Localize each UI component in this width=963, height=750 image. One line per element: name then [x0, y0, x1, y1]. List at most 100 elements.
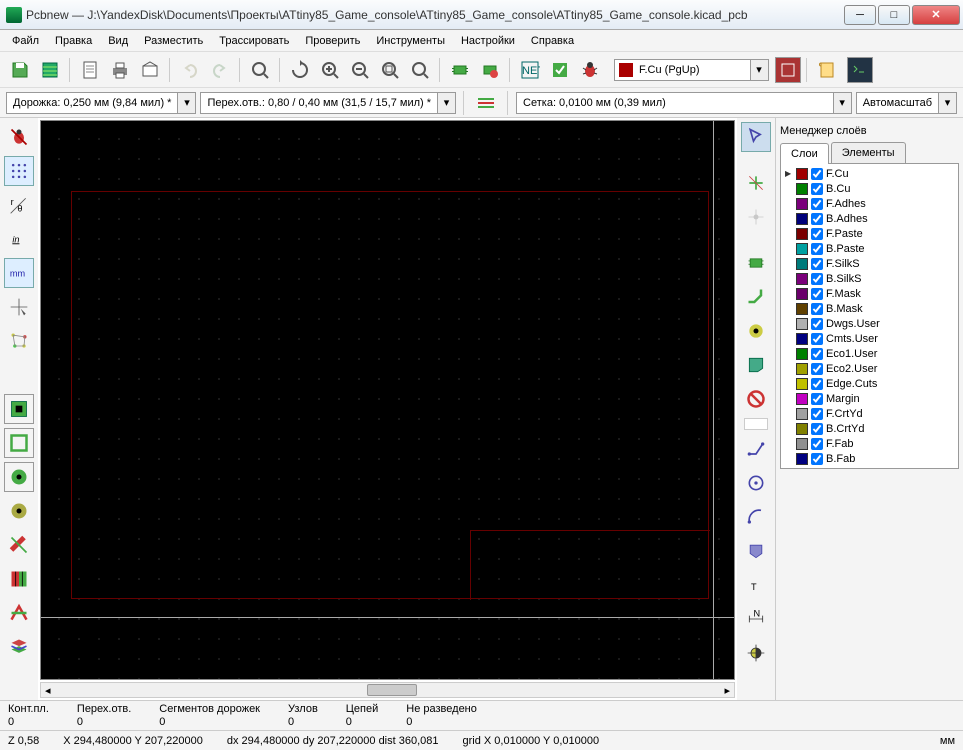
- add-footprint-icon[interactable]: [741, 248, 771, 278]
- draw-line-icon[interactable]: [741, 434, 771, 464]
- layer-checkbox[interactable]: [811, 423, 823, 435]
- ratsnest-icon[interactable]: [4, 326, 34, 356]
- draw-polygon-icon[interactable]: [741, 536, 771, 566]
- console-icon[interactable]: [847, 57, 873, 83]
- menu-route[interactable]: Трассировать: [211, 32, 297, 50]
- zoom-selection-icon[interactable]: [406, 56, 434, 84]
- close-button[interactable]: ✕: [912, 5, 960, 25]
- grid-icon[interactable]: [4, 156, 34, 186]
- page-settings-icon[interactable]: [76, 56, 104, 84]
- layer-checkbox[interactable]: [811, 363, 823, 375]
- polar-coords-icon[interactable]: rθ: [4, 190, 34, 220]
- add-via-icon[interactable]: [741, 316, 771, 346]
- dropdown-icon[interactable]: ▾: [750, 60, 768, 80]
- layer-checkbox[interactable]: [811, 168, 823, 180]
- track-width-combo[interactable]: Дорожка: 0,250 мм (9,84 мил) *▾: [6, 92, 196, 114]
- footprint-icon[interactable]: [446, 56, 474, 84]
- select-icon[interactable]: [741, 122, 771, 152]
- layer-row[interactable]: F.Mask: [783, 286, 956, 301]
- layer-checkbox[interactable]: [811, 393, 823, 405]
- rotate-icon[interactable]: [286, 56, 314, 84]
- layer-row[interactable]: Margin: [783, 391, 956, 406]
- menu-view[interactable]: Вид: [100, 32, 136, 50]
- draw-circle-icon[interactable]: [741, 468, 771, 498]
- units-in-icon[interactable]: in: [4, 224, 34, 254]
- menu-edit[interactable]: Правка: [47, 32, 100, 50]
- layer-row[interactable]: F.Paste: [783, 226, 956, 241]
- layer-checkbox[interactable]: [811, 258, 823, 270]
- layer-checkbox[interactable]: [811, 288, 823, 300]
- layer-checkbox[interactable]: [811, 213, 823, 225]
- h-scrollbar[interactable]: ◂▸: [40, 682, 735, 698]
- zoom-out-icon[interactable]: [346, 56, 374, 84]
- menu-help[interactable]: Справка: [523, 32, 582, 50]
- units-mm-icon[interactable]: mm: [4, 258, 34, 288]
- maximize-button[interactable]: □: [878, 5, 910, 25]
- zone-outline-icon[interactable]: [4, 428, 34, 458]
- layer-row[interactable]: B.Paste: [783, 241, 956, 256]
- footprint-editor-icon[interactable]: [476, 56, 504, 84]
- layer-selector[interactable]: F.Cu (PgUp) ▾: [614, 59, 769, 81]
- contrast-icon[interactable]: [4, 564, 34, 594]
- redo-icon[interactable]: [206, 56, 234, 84]
- via-size-combo[interactable]: Перех.отв.: 0,80 / 0,40 мм (31,5 / 15,7 …: [200, 92, 456, 114]
- layer-checkbox[interactable]: [811, 243, 823, 255]
- layer-checkbox[interactable]: [811, 378, 823, 390]
- tab-layers[interactable]: Слои: [780, 143, 829, 164]
- add-keepout-icon[interactable]: [741, 384, 771, 414]
- add-text-icon[interactable]: T: [741, 570, 771, 600]
- layer-row[interactable]: B.Cu: [783, 181, 956, 196]
- netlist-icon[interactable]: NET: [516, 56, 544, 84]
- layer-checkbox[interactable]: [811, 348, 823, 360]
- layer-row[interactable]: Edge.Cuts: [783, 376, 956, 391]
- track-fill-icon[interactable]: [4, 530, 34, 560]
- highlight-net-icon[interactable]: [741, 168, 771, 198]
- set-origin-icon[interactable]: [741, 638, 771, 668]
- zoom-combo[interactable]: Автомасштаб▾: [856, 92, 957, 114]
- layer-pair-icon[interactable]: [775, 57, 801, 83]
- layer-checkbox[interactable]: [811, 318, 823, 330]
- layer-row[interactable]: Cmts.User: [783, 331, 956, 346]
- draw-arc-icon[interactable]: [741, 502, 771, 532]
- layer-row[interactable]: F.CrtYd: [783, 406, 956, 421]
- menu-prefs[interactable]: Настройки: [453, 32, 523, 50]
- script-icon[interactable]: [813, 56, 841, 84]
- layer-checkbox[interactable]: [811, 303, 823, 315]
- layer-row[interactable]: B.Adhes: [783, 211, 956, 226]
- layer-row[interactable]: F.Adhes: [783, 196, 956, 211]
- minimize-button[interactable]: ─: [844, 5, 876, 25]
- drc-off-icon[interactable]: [4, 122, 34, 152]
- undo-icon[interactable]: [176, 56, 204, 84]
- zoom-redraw-icon[interactable]: [246, 56, 274, 84]
- layer-checkbox[interactable]: [811, 438, 823, 450]
- layer-row[interactable]: B.CrtYd: [783, 421, 956, 436]
- layer-row[interactable]: F.SilkS: [783, 256, 956, 271]
- via-fill-icon[interactable]: [4, 496, 34, 526]
- bug-icon[interactable]: [576, 56, 604, 84]
- local-ratsnest-icon[interactable]: [741, 202, 771, 232]
- layer-row[interactable]: B.SilkS: [783, 271, 956, 286]
- track-via-icon[interactable]: [472, 89, 500, 117]
- mode-icon[interactable]: [4, 598, 34, 628]
- layer-checkbox[interactable]: [811, 183, 823, 195]
- save-icon[interactable]: [6, 56, 34, 84]
- layers-icon[interactable]: [4, 632, 34, 662]
- layer-row[interactable]: F.Fab: [783, 436, 956, 451]
- menu-tools[interactable]: Инструменты: [368, 32, 453, 50]
- layer-checkbox[interactable]: [811, 333, 823, 345]
- menu-file[interactable]: Файл: [4, 32, 47, 50]
- drc-icon[interactable]: [546, 56, 574, 84]
- route-track-icon[interactable]: [741, 282, 771, 312]
- add-zone-icon[interactable]: [741, 350, 771, 380]
- zoom-fit-icon[interactable]: [376, 56, 404, 84]
- layer-row[interactable]: ▶F.Cu: [783, 166, 956, 181]
- cursor-shape-icon[interactable]: [4, 292, 34, 322]
- grid-combo[interactable]: Сетка: 0,0100 мм (0,39 мил)▾: [516, 92, 852, 114]
- layer-checkbox[interactable]: [811, 273, 823, 285]
- menu-inspect[interactable]: Проверить: [297, 32, 368, 50]
- layer-checkbox[interactable]: [811, 453, 823, 465]
- layer-row[interactable]: B.Mask: [783, 301, 956, 316]
- plot-icon[interactable]: [136, 56, 164, 84]
- add-dimension-icon[interactable]: N: [741, 604, 771, 634]
- layer-checkbox[interactable]: [811, 228, 823, 240]
